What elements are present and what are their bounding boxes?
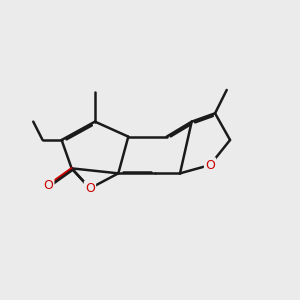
Text: O: O bbox=[205, 158, 215, 172]
Text: O: O bbox=[43, 178, 53, 191]
Text: O: O bbox=[85, 182, 95, 195]
